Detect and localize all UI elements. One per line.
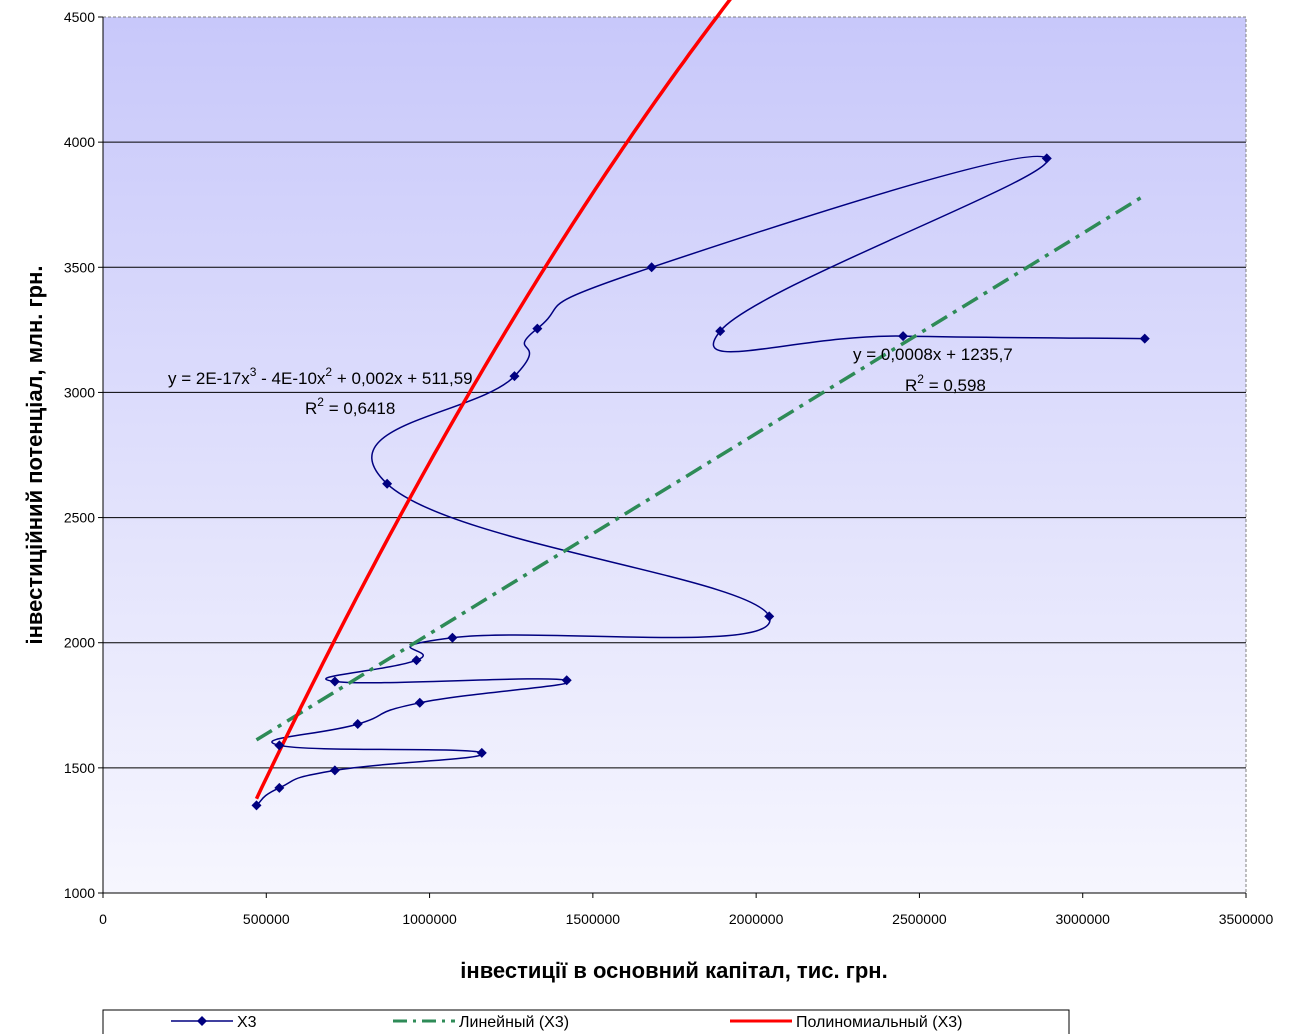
linear-equation: y = 0,0008x + 1235,7 [853,345,1013,364]
x-axis-title: інвестиції в основний капітал, тис. грн. [460,958,887,983]
x-tick-label: 3500000 [1219,911,1274,927]
y-tick-labels: 1000 1500 2000 2500 3000 3500 4000 4500 [64,9,103,901]
data-point [561,675,572,686]
data-point [1139,333,1150,344]
data-point [382,478,393,489]
y-tick-label: 3500 [64,259,95,275]
data-point [414,697,425,708]
y-tick-label: 2500 [64,510,95,526]
x-tick-label: 500000 [243,911,290,927]
series-x3-markers [251,153,1150,811]
data-point [764,611,775,622]
data-point [646,262,657,273]
y-tick-label: 4000 [64,134,95,150]
legend-poly-label: Полиномиальный (X3) [796,1014,963,1031]
data-point [476,747,487,758]
data-point [411,655,422,666]
y-tick-label: 1000 [64,885,95,901]
data-point [274,740,285,751]
poly-equation: y = 2E-17x3 - 4E-10x2 + 0,002x + 511,59 [168,365,473,388]
y-tick-label: 3000 [64,384,95,400]
data-point [352,719,363,730]
data-point [532,323,543,334]
x-tick-label: 3000000 [1055,911,1110,927]
linear-trend-line [255,193,1146,742]
y-axis-title: інвестиційний потенціал, млн. грн. [22,265,47,644]
series-linear-trend [255,193,1146,742]
legend-x3-marker [197,1016,207,1026]
data-point [447,632,458,643]
y-tick-label: 1500 [64,760,95,776]
legend-x3-label: X3 [237,1014,257,1031]
poly-r2: R2 = 0,6418 [305,395,395,418]
data-point [329,676,340,687]
x-tick-label: 2500000 [892,911,947,927]
y-tick-label: 4500 [64,9,95,25]
data-point [1041,153,1052,164]
x-tick-labels: 0 500000 1000000 1500000 2000000 2500000 30000… [99,893,1273,927]
series-poly-trend [254,0,732,800]
gridlines [103,141,1246,769]
data-point [715,326,726,337]
x-tick-label: 1000000 [402,911,457,927]
linear-r2: R2 = 0,598 [905,372,986,395]
data-point [509,371,520,382]
y-tick-label: 2000 [64,635,95,651]
x-tick-label: 0 [99,911,107,927]
legend-linear-label: Линейный (X3) [459,1014,569,1031]
legend-box [102,1009,1070,1034]
data-point [898,331,909,342]
poly-trend-line [254,0,732,800]
data-point [274,782,285,793]
x-tick-label: 1500000 [566,911,621,927]
x-tick-label: 2000000 [729,911,784,927]
data-point [251,800,262,811]
data-point [329,765,340,776]
legend: X3 Линейный (X3) Полиномиальный (X3) [102,1009,1070,1034]
